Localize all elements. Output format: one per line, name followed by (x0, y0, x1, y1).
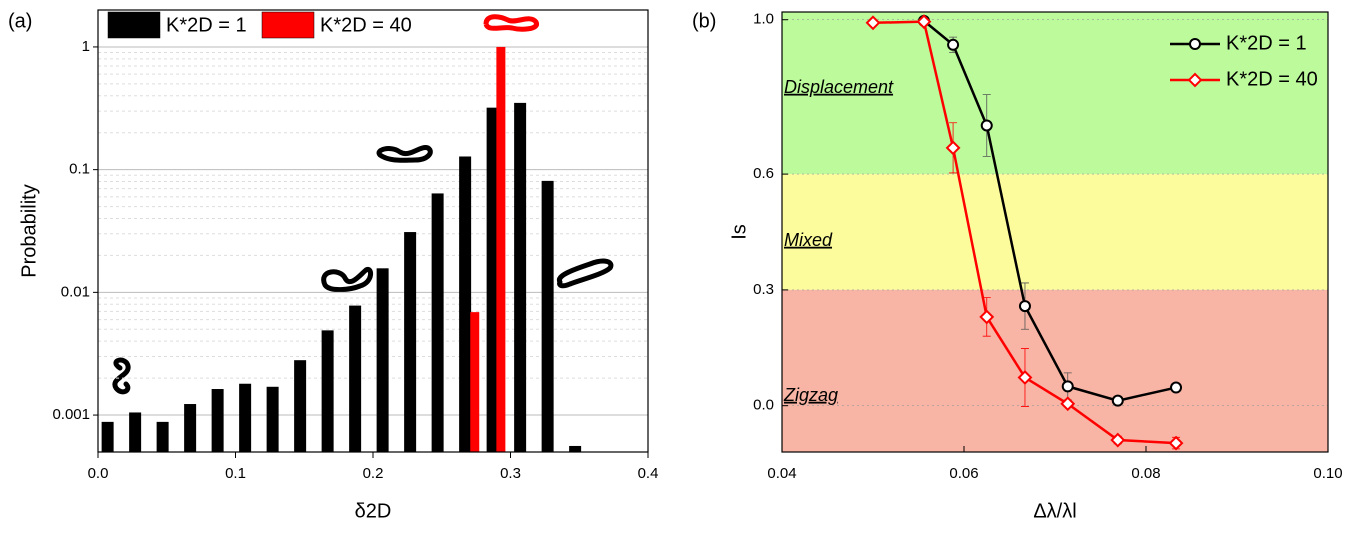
legend-label: K*2D = 1 (166, 14, 247, 36)
icon-red (483, 14, 539, 32)
marker (1111, 394, 1124, 407)
x-tick-label: 0.04 (767, 465, 796, 482)
bar (101, 421, 114, 452)
bar (349, 305, 362, 452)
plot-frame (97, 9, 649, 453)
icon-rod (556, 258, 614, 289)
y-tick-label: 1 (82, 38, 90, 55)
bar (470, 312, 480, 452)
marker (1110, 432, 1126, 448)
bar (569, 445, 582, 452)
marker (1170, 381, 1183, 394)
marker (1060, 396, 1076, 412)
region (782, 174, 1328, 290)
bar (541, 180, 554, 452)
bar (156, 421, 169, 452)
y-tick-label: 0.001 (52, 406, 90, 423)
region-label: Mixed (784, 230, 833, 250)
bar (486, 107, 499, 453)
marker (1061, 380, 1074, 393)
marker (980, 119, 993, 132)
legend-label: K*2D = 40 (1226, 68, 1318, 90)
marker (979, 309, 995, 325)
icon-wave2 (376, 145, 433, 163)
bar (211, 389, 224, 452)
x-tick-label: 0.10 (1313, 465, 1342, 482)
x-tick-label: 0.1 (225, 465, 246, 482)
region-label: Zigzag (783, 385, 838, 405)
bar (184, 404, 197, 452)
legend-label: K*2D = 40 (320, 14, 412, 36)
y-tick-label: 1.0 (753, 11, 774, 28)
shape-icons (112, 145, 614, 395)
y-axis-label: Probability (18, 184, 40, 277)
y-tick-label: 0.6 (753, 165, 774, 182)
bar (321, 330, 334, 452)
x-axis-label: δ2D (355, 500, 392, 522)
x-tick-label: 0.2 (363, 465, 384, 482)
y-tick-label: 0.3 (753, 281, 774, 298)
marker (1168, 435, 1184, 451)
x-tick-label: 0.3 (500, 465, 521, 482)
marker (865, 15, 881, 31)
x-tick-label: 0.06 (949, 465, 978, 482)
region (782, 289, 1328, 452)
x-tick-label: 0.0 (88, 465, 109, 482)
legend-marker (1187, 72, 1203, 88)
bar (431, 193, 444, 453)
y-tick-label: 0.01 (61, 283, 90, 300)
y-tick-label: 0.0 (753, 397, 774, 414)
bar (129, 412, 142, 452)
legend-swatch (261, 11, 315, 39)
legend-marker (1189, 38, 1201, 50)
bar (266, 386, 279, 452)
x-tick-label: 0.4 (638, 465, 659, 482)
bar (376, 268, 389, 452)
marker (1018, 300, 1031, 313)
bar (294, 360, 307, 452)
bar (404, 232, 417, 452)
region-label: Displacement (784, 77, 894, 97)
marker (1017, 370, 1033, 385)
x-axis-label: Δλ/λl (1033, 500, 1076, 522)
icon-coil (112, 357, 131, 395)
panel-label: (b) (692, 10, 716, 32)
bar (459, 156, 472, 453)
marker (945, 140, 961, 156)
marker (916, 14, 932, 30)
panel: (b) Displacement Mixed Zigzag 0.0 0.3 0.6 1.0 0.… (692, 10, 1343, 522)
icon-wave (321, 266, 373, 293)
y-tick-label: 0.1 (69, 161, 90, 178)
legend-label: K*2D = 1 (1226, 32, 1307, 54)
bar (514, 102, 527, 453)
series-line (872, 20, 1177, 445)
x-tick-label: 0.08 (1131, 465, 1160, 482)
y-axis-label: Is (728, 224, 750, 240)
panel-label: (a) (8, 10, 32, 32)
legend-swatch (107, 11, 161, 39)
marker (947, 38, 960, 51)
region (782, 12, 1328, 175)
plot-frame (781, 11, 1329, 453)
bar (239, 383, 252, 452)
panel: (a) 0.001 0.01 0.1 1 0.0 0.1 0.2 0.3 0.4 K*2D = 1 K… (8, 9, 659, 522)
bar (496, 46, 506, 452)
